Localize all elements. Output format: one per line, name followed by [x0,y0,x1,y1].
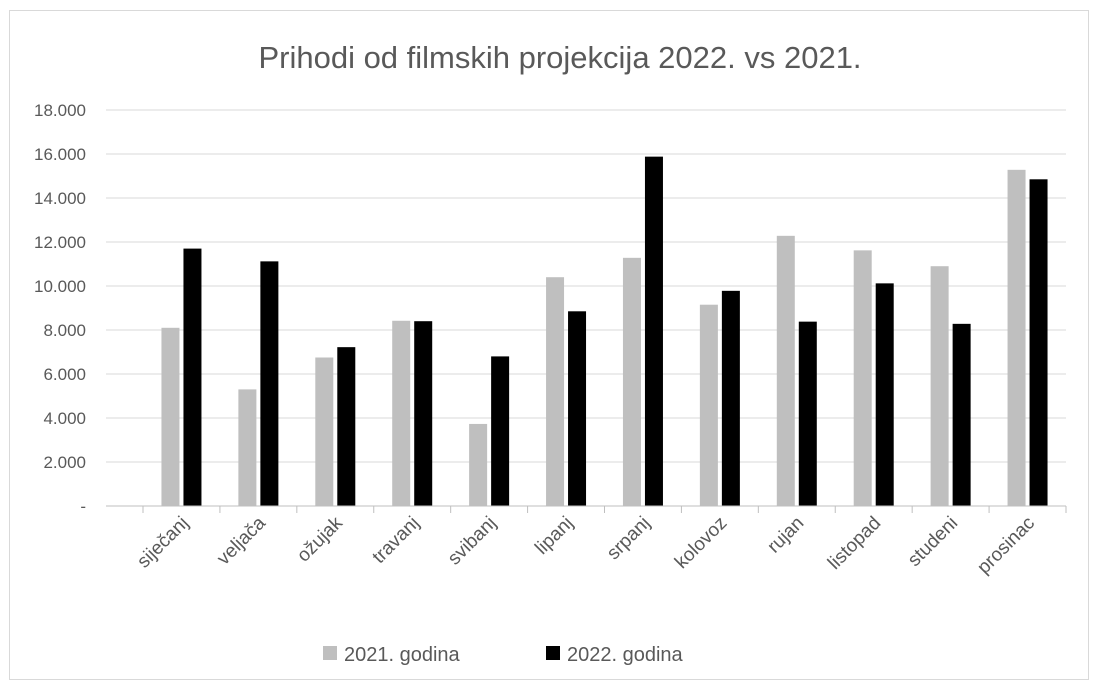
chart-title: Prihodi od filmskih projekcija 2022. vs … [258,40,861,75]
bar-2022 [875,283,894,506]
y-tick-label: 18.000 [34,101,86,120]
bar-2021 [1007,169,1026,506]
bar-2022 [721,290,740,506]
category-label: kolovoz [671,513,731,573]
bar-2021 [238,389,257,506]
y-tick-label: 16.000 [34,145,86,164]
legend-swatch [323,646,337,660]
legend-swatch [546,646,560,660]
category-label: prosinac [973,513,1039,579]
category-label: siječanj [133,513,193,573]
bar-2021 [930,266,949,506]
category-label: ožujak [293,512,347,566]
bar-2022 [183,248,202,506]
category-label: travanj [369,513,424,568]
x-axis [106,505,1067,513]
bar-2021 [776,235,795,506]
bar-2021 [546,277,565,506]
bar-2021 [622,257,641,506]
bar-2022 [1029,179,1048,507]
y-tick-label: 4.000 [43,409,86,428]
bar-2022 [260,261,279,506]
bar-2022 [798,321,817,506]
bar-2022 [337,347,356,506]
bar-2021 [853,250,872,506]
bar-2022 [491,356,510,506]
y-tick-label: 2.000 [43,453,86,472]
y-axis-ticks: - 2.000 4.000 6.000 8.000 10.000 12.000 14.000 1… [34,101,86,516]
bar-2021 [699,304,718,506]
y-tick-label: 12.000 [34,233,86,252]
y-tick-label: 10.000 [34,277,86,296]
bar-2021 [161,327,180,506]
bar-2021 [469,423,488,506]
bar-2021 [315,357,334,506]
bars [161,156,1048,507]
y-tick-label: 8.000 [43,321,86,340]
category-label: svibanj [444,513,501,570]
y-tick-label: - [80,497,86,516]
bar-2022 [414,321,433,506]
y-tick-label: 6.000 [43,365,86,384]
category-label: rujan [764,513,809,558]
bar-2022 [644,156,663,506]
category-labels: siječanj veljača ožujak travanj svibanj lipan… [133,512,1039,578]
bar-2021 [392,320,411,506]
legend-label: 2021. godina [344,644,461,666]
category-label: lipanj [531,513,577,559]
bar-2022 [568,311,587,506]
bar-2022 [952,323,971,506]
legend: 2021. godina 2022. godina [323,644,684,666]
category-label: studeni [904,513,962,571]
category-label: veljača [213,512,270,569]
y-tick-label: 14.000 [34,189,86,208]
category-label: srpanj [603,513,654,564]
category-label: listopad [824,513,885,574]
legend-label: 2022. godina [567,644,684,666]
